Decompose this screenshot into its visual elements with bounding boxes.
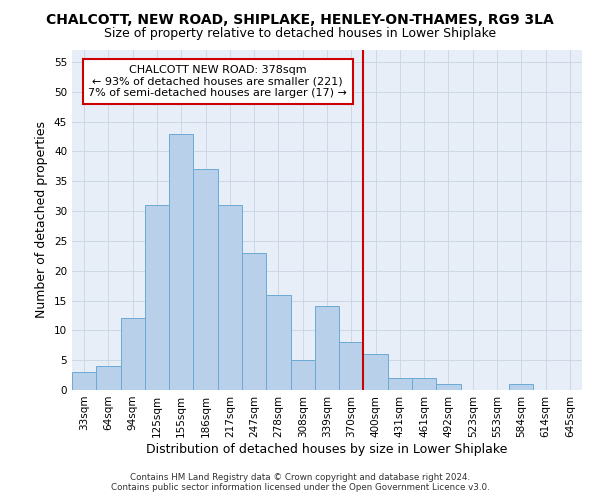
Bar [266,294,290,390]
Bar [436,384,461,390]
Bar [72,372,96,390]
Bar [121,318,145,390]
Bar [364,354,388,390]
Bar [218,205,242,390]
Bar [412,378,436,390]
Bar [242,253,266,390]
Bar [193,170,218,390]
Bar [509,384,533,390]
Bar [290,360,315,390]
Y-axis label: Number of detached properties: Number of detached properties [35,122,49,318]
Text: CHALCOTT, NEW ROAD, SHIPLAKE, HENLEY-ON-THAMES, RG9 3LA: CHALCOTT, NEW ROAD, SHIPLAKE, HENLEY-ON-… [46,12,554,26]
Text: Size of property relative to detached houses in Lower Shiplake: Size of property relative to detached ho… [104,28,496,40]
X-axis label: Distribution of detached houses by size in Lower Shiplake: Distribution of detached houses by size … [146,442,508,456]
Text: Contains HM Land Registry data © Crown copyright and database right 2024.
Contai: Contains HM Land Registry data © Crown c… [110,473,490,492]
Bar [96,366,121,390]
Text: CHALCOTT NEW ROAD: 378sqm
← 93% of detached houses are smaller (221)
7% of semi-: CHALCOTT NEW ROAD: 378sqm ← 93% of detac… [88,65,347,98]
Bar [169,134,193,390]
Bar [315,306,339,390]
Bar [388,378,412,390]
Bar [339,342,364,390]
Bar [145,205,169,390]
